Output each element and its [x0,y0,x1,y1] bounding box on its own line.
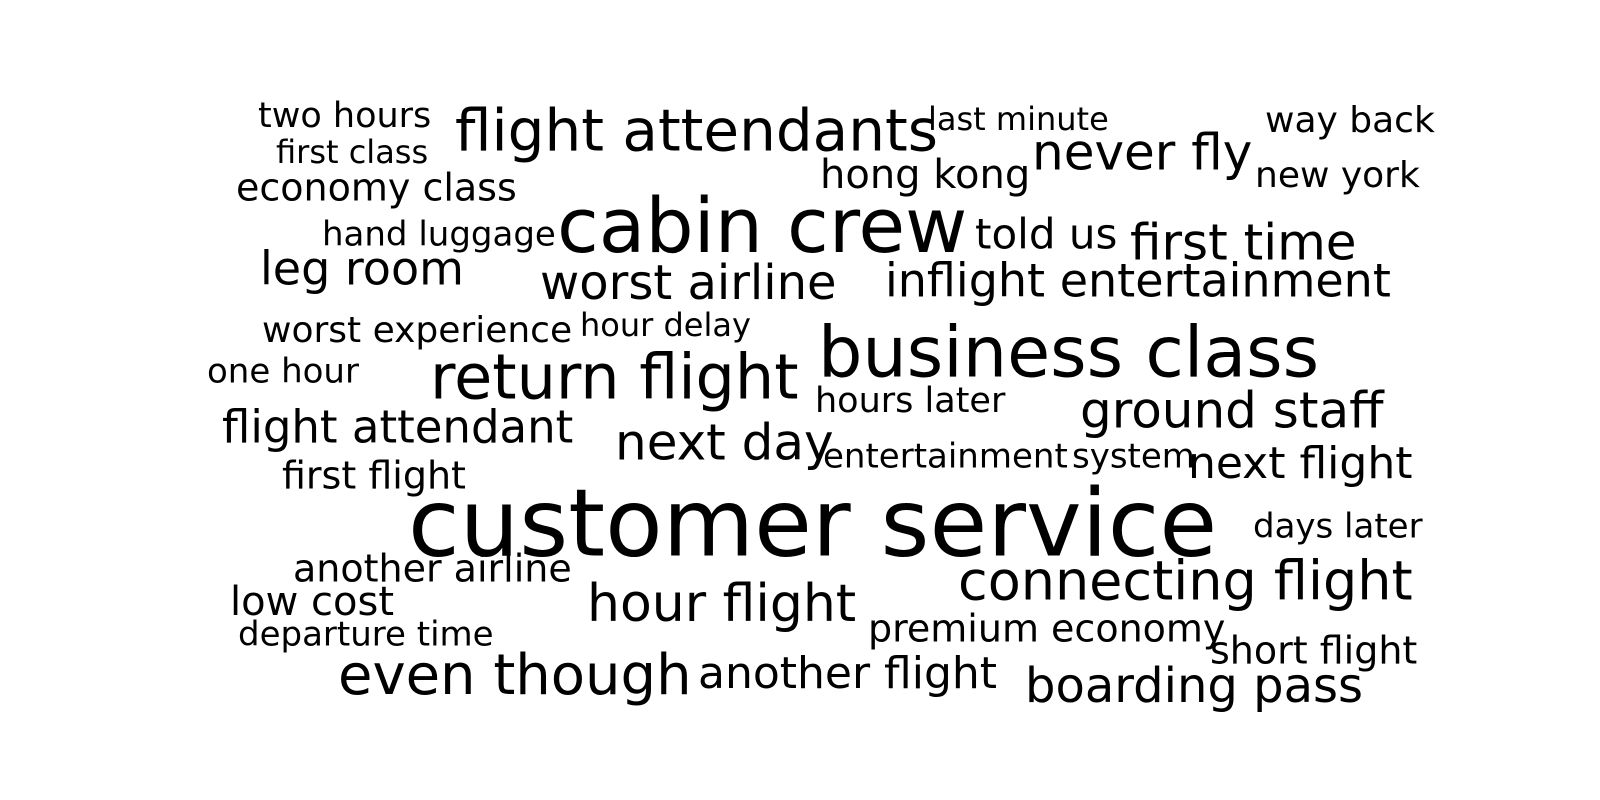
word-worst-airline: worst airline [540,255,837,311]
word-short-flight: short flight [1210,628,1418,673]
word-hour-delay: hour delay [580,306,751,344]
word-days-later: days later [1253,506,1423,547]
word-first-class: first class [276,133,429,171]
word-leg-room: leg room [260,241,464,296]
word-new-york: new york [1255,155,1420,196]
word-never-fly: never fly [1032,123,1253,182]
word-return-flight: return flight [430,340,799,414]
word-premium-economy: premium economy [868,606,1226,651]
word-low-cost: low cost [230,579,395,625]
word-next-flight: next flight [1188,438,1413,489]
word-boarding-pass: boarding pass [1025,658,1363,714]
word-way-back: way back [1265,100,1435,141]
word-system: system [1072,436,1195,477]
word-ground-staff: ground staff [1080,381,1384,440]
word-last-minute: last minute [928,100,1109,138]
word-flight-attendants: flight attendants [455,96,938,165]
word-hong-kong: hong kong [820,152,1031,198]
word-economy-class: economy class [236,165,517,210]
word-worst-experience: worst experience [262,310,573,351]
word-hand-luggage: hand luggage [322,214,556,255]
word-even-though: even though [338,643,692,708]
word-two-hours: two hours [258,95,432,136]
word-cabin-crew: cabin crew [557,181,968,270]
word-one-hour: one hour [207,351,359,392]
word-inflight-entertainment: inflight entertainment [885,253,1391,308]
word-first-flight: first flight [282,453,466,498]
word-connecting-flight: connecting flight [958,549,1413,613]
word-flight-attendant: flight attendant [222,400,574,454]
word-business-class: business class [818,311,1320,394]
word-departure-time: departure time [238,614,494,655]
word-first-time: first time [1130,213,1357,272]
word-hour-flight: hour flight [587,574,857,634]
word-another-airline: another airline [293,546,572,591]
word-next-day: next day [615,413,834,472]
word-entertainment: entertainment [823,436,1068,477]
word-told-us: told us [975,209,1118,259]
word-customer-service: customer service [408,469,1218,579]
word-another-flight: another flight [698,648,998,699]
word-hours-later: hours later [815,380,1006,421]
